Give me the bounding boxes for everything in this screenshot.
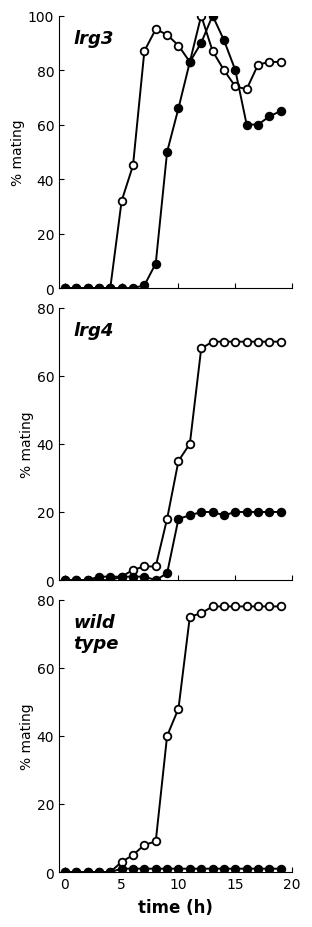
X-axis label: time (h): time (h)	[138, 898, 213, 916]
Text: lrg4: lrg4	[73, 322, 114, 340]
Text: lrg3: lrg3	[73, 31, 114, 48]
Y-axis label: % mating: % mating	[20, 703, 34, 769]
Y-axis label: % mating: % mating	[11, 120, 25, 186]
Text: wild
type: wild type	[73, 614, 119, 653]
Y-axis label: % mating: % mating	[20, 411, 34, 477]
